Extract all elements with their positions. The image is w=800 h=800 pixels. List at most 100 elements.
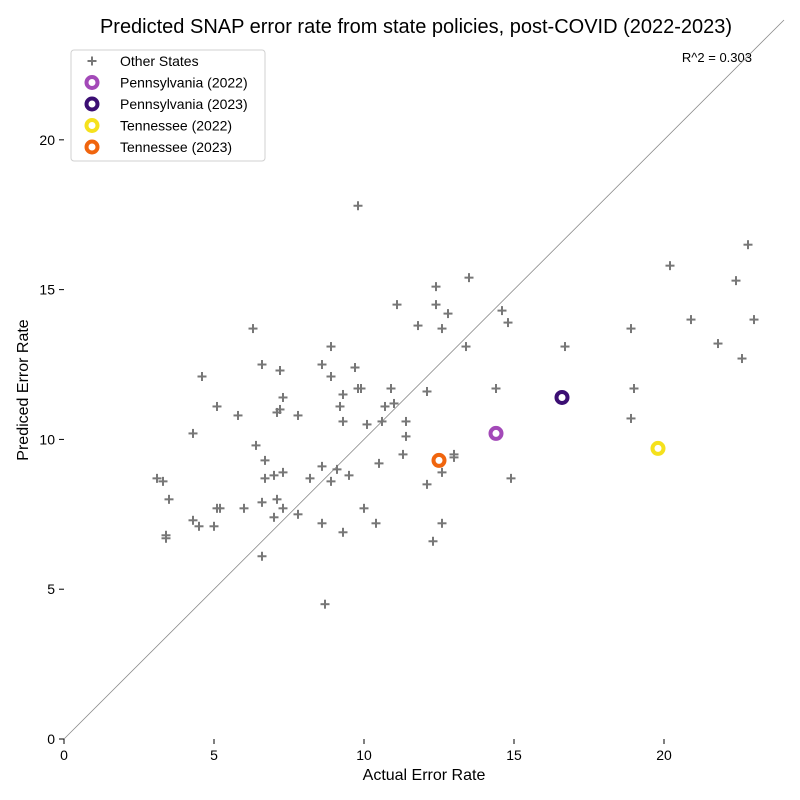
data-point-other-states [422, 479, 432, 489]
data-point-other-states [248, 324, 258, 334]
x-tick: 0 [60, 739, 68, 763]
y-tick-label: 15 [39, 282, 55, 298]
data-point-other-states [431, 282, 441, 292]
data-point-other-states [326, 372, 336, 382]
data-point-other-states [362, 419, 372, 429]
legend-label: Pennsylvania (2023) [120, 96, 248, 112]
data-point-other-states [257, 497, 267, 507]
data-point-other-states [461, 342, 471, 352]
data-point-other-states [164, 494, 174, 504]
x-tick-label: 20 [656, 747, 672, 763]
data-point-other-states [338, 416, 348, 426]
data-point-other-states [326, 342, 336, 352]
data-point-other-states [278, 467, 288, 477]
data-point-other-states [353, 201, 363, 211]
data-point-other-states [209, 521, 219, 531]
data-point-other-states [152, 473, 162, 483]
data-point-other-states [212, 401, 222, 411]
legend-marker [84, 118, 100, 133]
x-tick-label: 5 [210, 747, 218, 763]
data-point-other-states [392, 300, 402, 310]
x-tick: 15 [506, 739, 522, 763]
data-point-other-states [449, 452, 459, 462]
data-point-pennsylvania-2022 [488, 425, 504, 441]
y-tick: 10 [39, 431, 64, 447]
y-tick: 0 [47, 731, 64, 747]
data-point-other-states [317, 461, 327, 471]
data-point-other-states [305, 473, 315, 483]
data-point-other-states [239, 503, 249, 513]
legend-marker [87, 56, 97, 66]
data-point-other-states [506, 473, 516, 483]
legend-entry: Other States [87, 53, 199, 69]
x-tick-label: 0 [60, 747, 68, 763]
data-point-other-states [665, 261, 675, 271]
y-tick-label: 5 [47, 581, 55, 597]
x-tick: 10 [356, 739, 372, 763]
data-point-other-states [194, 521, 204, 531]
data-point-other-states [413, 321, 423, 331]
legend-box [70, 49, 266, 162]
legend-label: Tennessee (2023) [120, 139, 232, 155]
data-point-other-states [260, 455, 270, 465]
data-point-other-states [275, 404, 285, 414]
data-point-other-states [260, 473, 270, 483]
reference-line-layer [63, 19, 785, 740]
y-tick: 15 [39, 282, 64, 298]
data-point-other-states [272, 494, 282, 504]
y-tick-label: 10 [39, 431, 55, 447]
x-tick: 5 [210, 739, 218, 763]
x-tick-label: 15 [506, 747, 522, 763]
data-point-other-states [293, 410, 303, 420]
data-point-other-states [317, 360, 327, 370]
legend-entry: Pennsylvania (2023) [84, 96, 248, 112]
legend: Other States Pennsylvania (2022) Pennsylva… [70, 49, 266, 162]
points-layer [152, 201, 759, 609]
data-point-other-states [269, 470, 279, 480]
data-point-other-states [443, 309, 453, 319]
x-tick: 20 [656, 739, 672, 763]
data-point-other-states [278, 503, 288, 513]
data-point-other-states [560, 342, 570, 352]
legend-entry: Tennessee (2023) [84, 139, 232, 155]
y-tick: 20 [39, 132, 64, 148]
data-point-other-states [275, 366, 285, 376]
data-point-other-states [215, 503, 225, 513]
data-point-other-states [371, 518, 381, 528]
data-point-other-states [629, 383, 639, 393]
legend-marker [84, 139, 100, 155]
data-point-other-states [737, 354, 747, 364]
data-point-other-states [713, 339, 723, 349]
y-tick-label: 0 [47, 731, 55, 747]
data-point-other-states [437, 518, 447, 528]
data-point-other-states [503, 318, 513, 328]
data-point-other-states [317, 518, 327, 528]
data-point-other-states [293, 509, 303, 519]
data-point-other-states [335, 401, 345, 411]
data-point-other-states [374, 458, 384, 468]
data-point-other-states [326, 476, 336, 486]
data-point-other-states [428, 536, 438, 546]
axis-layer: 0 5 10 15 20 0 5 10 15 20 [39, 132, 672, 763]
data-point-other-states [158, 476, 168, 486]
data-point-other-states [437, 467, 447, 477]
data-point-other-states [401, 416, 411, 426]
chart-title: Predicted SNAP error rate from state pol… [100, 16, 732, 38]
data-point-other-states [338, 527, 348, 537]
legend-marker [84, 96, 100, 112]
data-point-other-states [257, 551, 267, 561]
legend-label: Other States [120, 53, 199, 69]
data-point-other-states [356, 383, 366, 393]
legend-label: Pennsylvania (2022) [120, 75, 248, 91]
data-point-other-states [731, 276, 741, 286]
identity-reference-line [63, 19, 785, 740]
data-point-other-states [497, 306, 507, 316]
data-point-other-states [398, 449, 408, 459]
data-point-other-states [464, 273, 474, 283]
data-point-other-states [269, 512, 279, 522]
data-point-other-states [188, 428, 198, 438]
data-point-other-states [377, 416, 387, 426]
data-point-other-states [686, 315, 696, 325]
